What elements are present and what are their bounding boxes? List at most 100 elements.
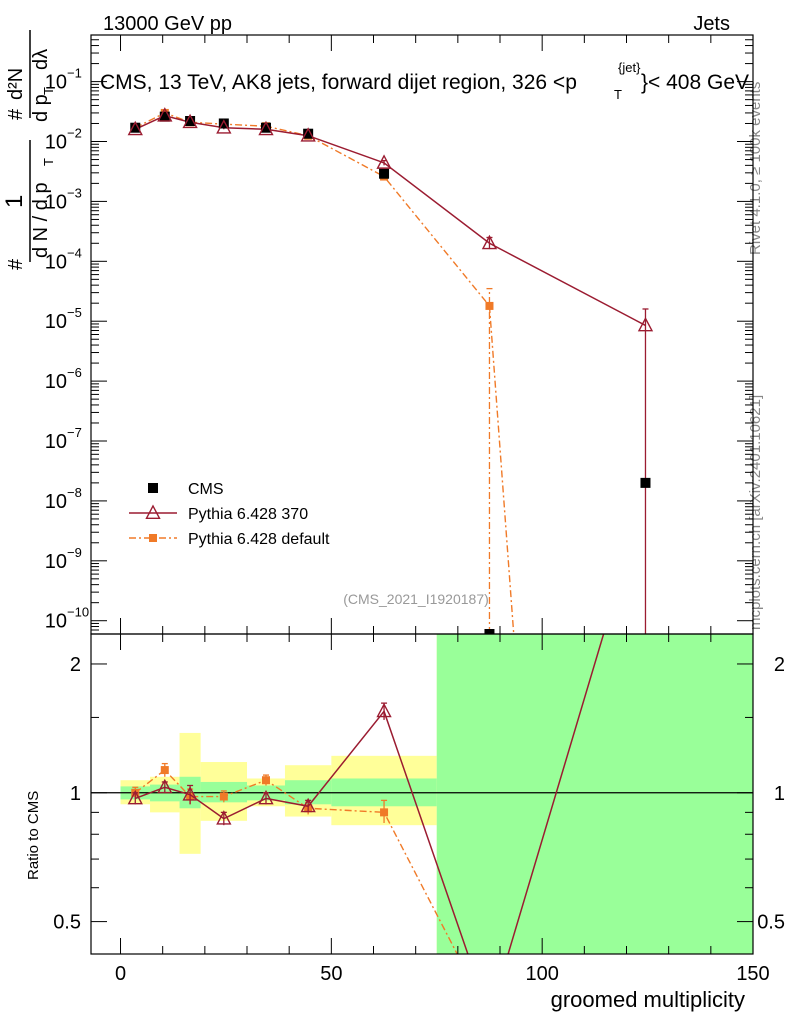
ylabel-hash-right: # <box>5 108 27 120</box>
legend-marker-default <box>149 534 157 542</box>
series-default-line <box>134 112 491 307</box>
series-370-point <box>300 127 316 142</box>
ratio-ytick-label: 1 <box>70 783 81 805</box>
ratio-default-line <box>134 769 458 954</box>
legend-marker-cms <box>148 483 158 493</box>
main-ytick-exponent: −6 <box>67 365 82 380</box>
ratio-band-stat <box>436 634 753 954</box>
series-370-point <box>182 113 198 129</box>
ratio-ytick-label: 2 <box>70 654 81 676</box>
main-ytick-label: 10 <box>45 551 67 573</box>
ratio-ytick-label: 0.5 <box>53 912 81 934</box>
ylabel-lambda: dλ <box>30 49 52 70</box>
xlabel: groomed multiplicity <box>551 987 745 1012</box>
ratio-series-group <box>91 634 753 954</box>
legend-marker-370 <box>145 504 161 519</box>
ratio-default-point <box>380 808 389 817</box>
ratio-frame <box>90 633 754 955</box>
title-sub: T <box>614 87 622 102</box>
main-ytick-exponent: −4 <box>67 245 82 260</box>
main-ytick-exponent: −9 <box>67 545 82 560</box>
main-ytick-label: 10 <box>45 132 67 154</box>
main-ytick-label: 10 <box>45 251 67 273</box>
xtick-label: 100 <box>525 963 558 985</box>
main-ytick-label: 10 <box>45 431 67 453</box>
series-370-point <box>258 120 274 136</box>
series-default-tail <box>488 305 515 634</box>
ratio-default-point <box>160 766 169 775</box>
side-label-bottom: mcplots.cern.ch [arXiv:2401.10621] <box>747 395 764 630</box>
ratio-default-point <box>219 792 228 801</box>
ratio-370-point <box>300 797 316 813</box>
legend-label: Pythia 6.428 370 <box>188 506 308 523</box>
main-ytick-exponent: −2 <box>67 126 82 141</box>
main-ytick-label: 10 <box>45 191 67 213</box>
ylabel-num2-sub: T <box>41 87 56 95</box>
legend-label: CMS <box>188 481 224 498</box>
main-ytick-label: 10 <box>45 371 67 393</box>
ratio-ytick-label-right: 1 <box>774 783 785 805</box>
series-cms-point <box>260 122 271 133</box>
main-ytick-exponent: −1 <box>67 66 82 81</box>
title-sup: {jet} <box>618 60 641 75</box>
ratio-370-point <box>216 810 232 825</box>
ylabel-den: d N / d p <box>30 182 52 258</box>
series-cms-point <box>130 122 141 133</box>
xtick-label: 150 <box>736 963 769 985</box>
title-main: CMS, 13 TeV, AK8 jets, forward dijet reg… <box>100 71 577 94</box>
main-ytick-label: 10 <box>45 311 67 333</box>
series-370-point <box>157 107 173 122</box>
ratio-370-point <box>127 789 143 805</box>
category-label: Jets <box>693 13 730 35</box>
ratio-axes: 0.5 0.5 1 1 2 2 0 50 100 150 <box>53 634 785 985</box>
series-370-point <box>216 119 232 134</box>
main-ytick-label: 10 <box>45 611 67 633</box>
main-ytick-exponent: −5 <box>67 305 82 320</box>
ratio-370-point <box>182 786 198 801</box>
main-ytick-exponent: −3 <box>67 185 82 200</box>
series-cms-point <box>218 118 229 129</box>
ratio-370-point <box>376 702 392 718</box>
xtick-label: 0 <box>115 963 126 985</box>
ratio-370-point <box>157 778 173 794</box>
ylabel-den-sub: T <box>41 158 56 166</box>
energy-label: 13000 GeV pp <box>103 13 232 35</box>
series-cms-point <box>484 629 495 634</box>
main-ytick-exponent: −8 <box>67 485 82 500</box>
main-ytick-label: 10 <box>45 491 67 513</box>
ylabel-num: d²N <box>5 68 27 100</box>
series-cms-point <box>303 128 314 139</box>
main-ytick-exponent: −10 <box>67 605 89 620</box>
side-label-top: Rivet 4.1.0, ≥ 100k events <box>747 82 764 255</box>
ratio-ylabel: Ratio to CMS <box>25 791 42 880</box>
ratio-ytick-label-right: 0.5 <box>757 912 785 934</box>
series-370-point <box>376 154 392 169</box>
series-cms-point <box>185 116 196 127</box>
main-ytick-label: 10 <box>45 72 67 94</box>
series-cms-point <box>379 168 390 179</box>
legend-label: Pythia 6.428 default <box>188 531 330 548</box>
series-default-point <box>485 301 494 310</box>
legend: CMS Pythia 6.428 370 Pythia 6.428 default <box>129 481 330 548</box>
series-370-line <box>134 114 646 327</box>
main-ytick-exponent: −7 <box>67 425 82 440</box>
plot-title: CMS, 13 TeV, AK8 jets, forward dijet reg… <box>100 60 749 102</box>
ratio-ytick-label-right: 2 <box>774 654 785 676</box>
main-ylabel: # 1 d N / d p T # d²N d p T dλ <box>1 30 56 270</box>
ratio-370-point <box>258 789 274 805</box>
ylabel-hash-left: # <box>5 258 27 270</box>
series-cms-point <box>640 477 651 488</box>
title-tail: }< 408 GeV <box>641 71 749 94</box>
series-cms-point <box>159 111 170 122</box>
series-370-point <box>637 316 654 332</box>
main-series-group <box>127 107 654 634</box>
ratio-default-point <box>261 776 270 785</box>
xtick-label: 50 <box>320 963 342 985</box>
series-370-point <box>127 120 143 136</box>
ylabel-num2: d p <box>30 94 52 122</box>
series-370-point <box>481 234 498 250</box>
analysis-watermark: (CMS_2021_I1920187) <box>343 591 489 607</box>
ylabel-one: 1 <box>1 195 28 208</box>
